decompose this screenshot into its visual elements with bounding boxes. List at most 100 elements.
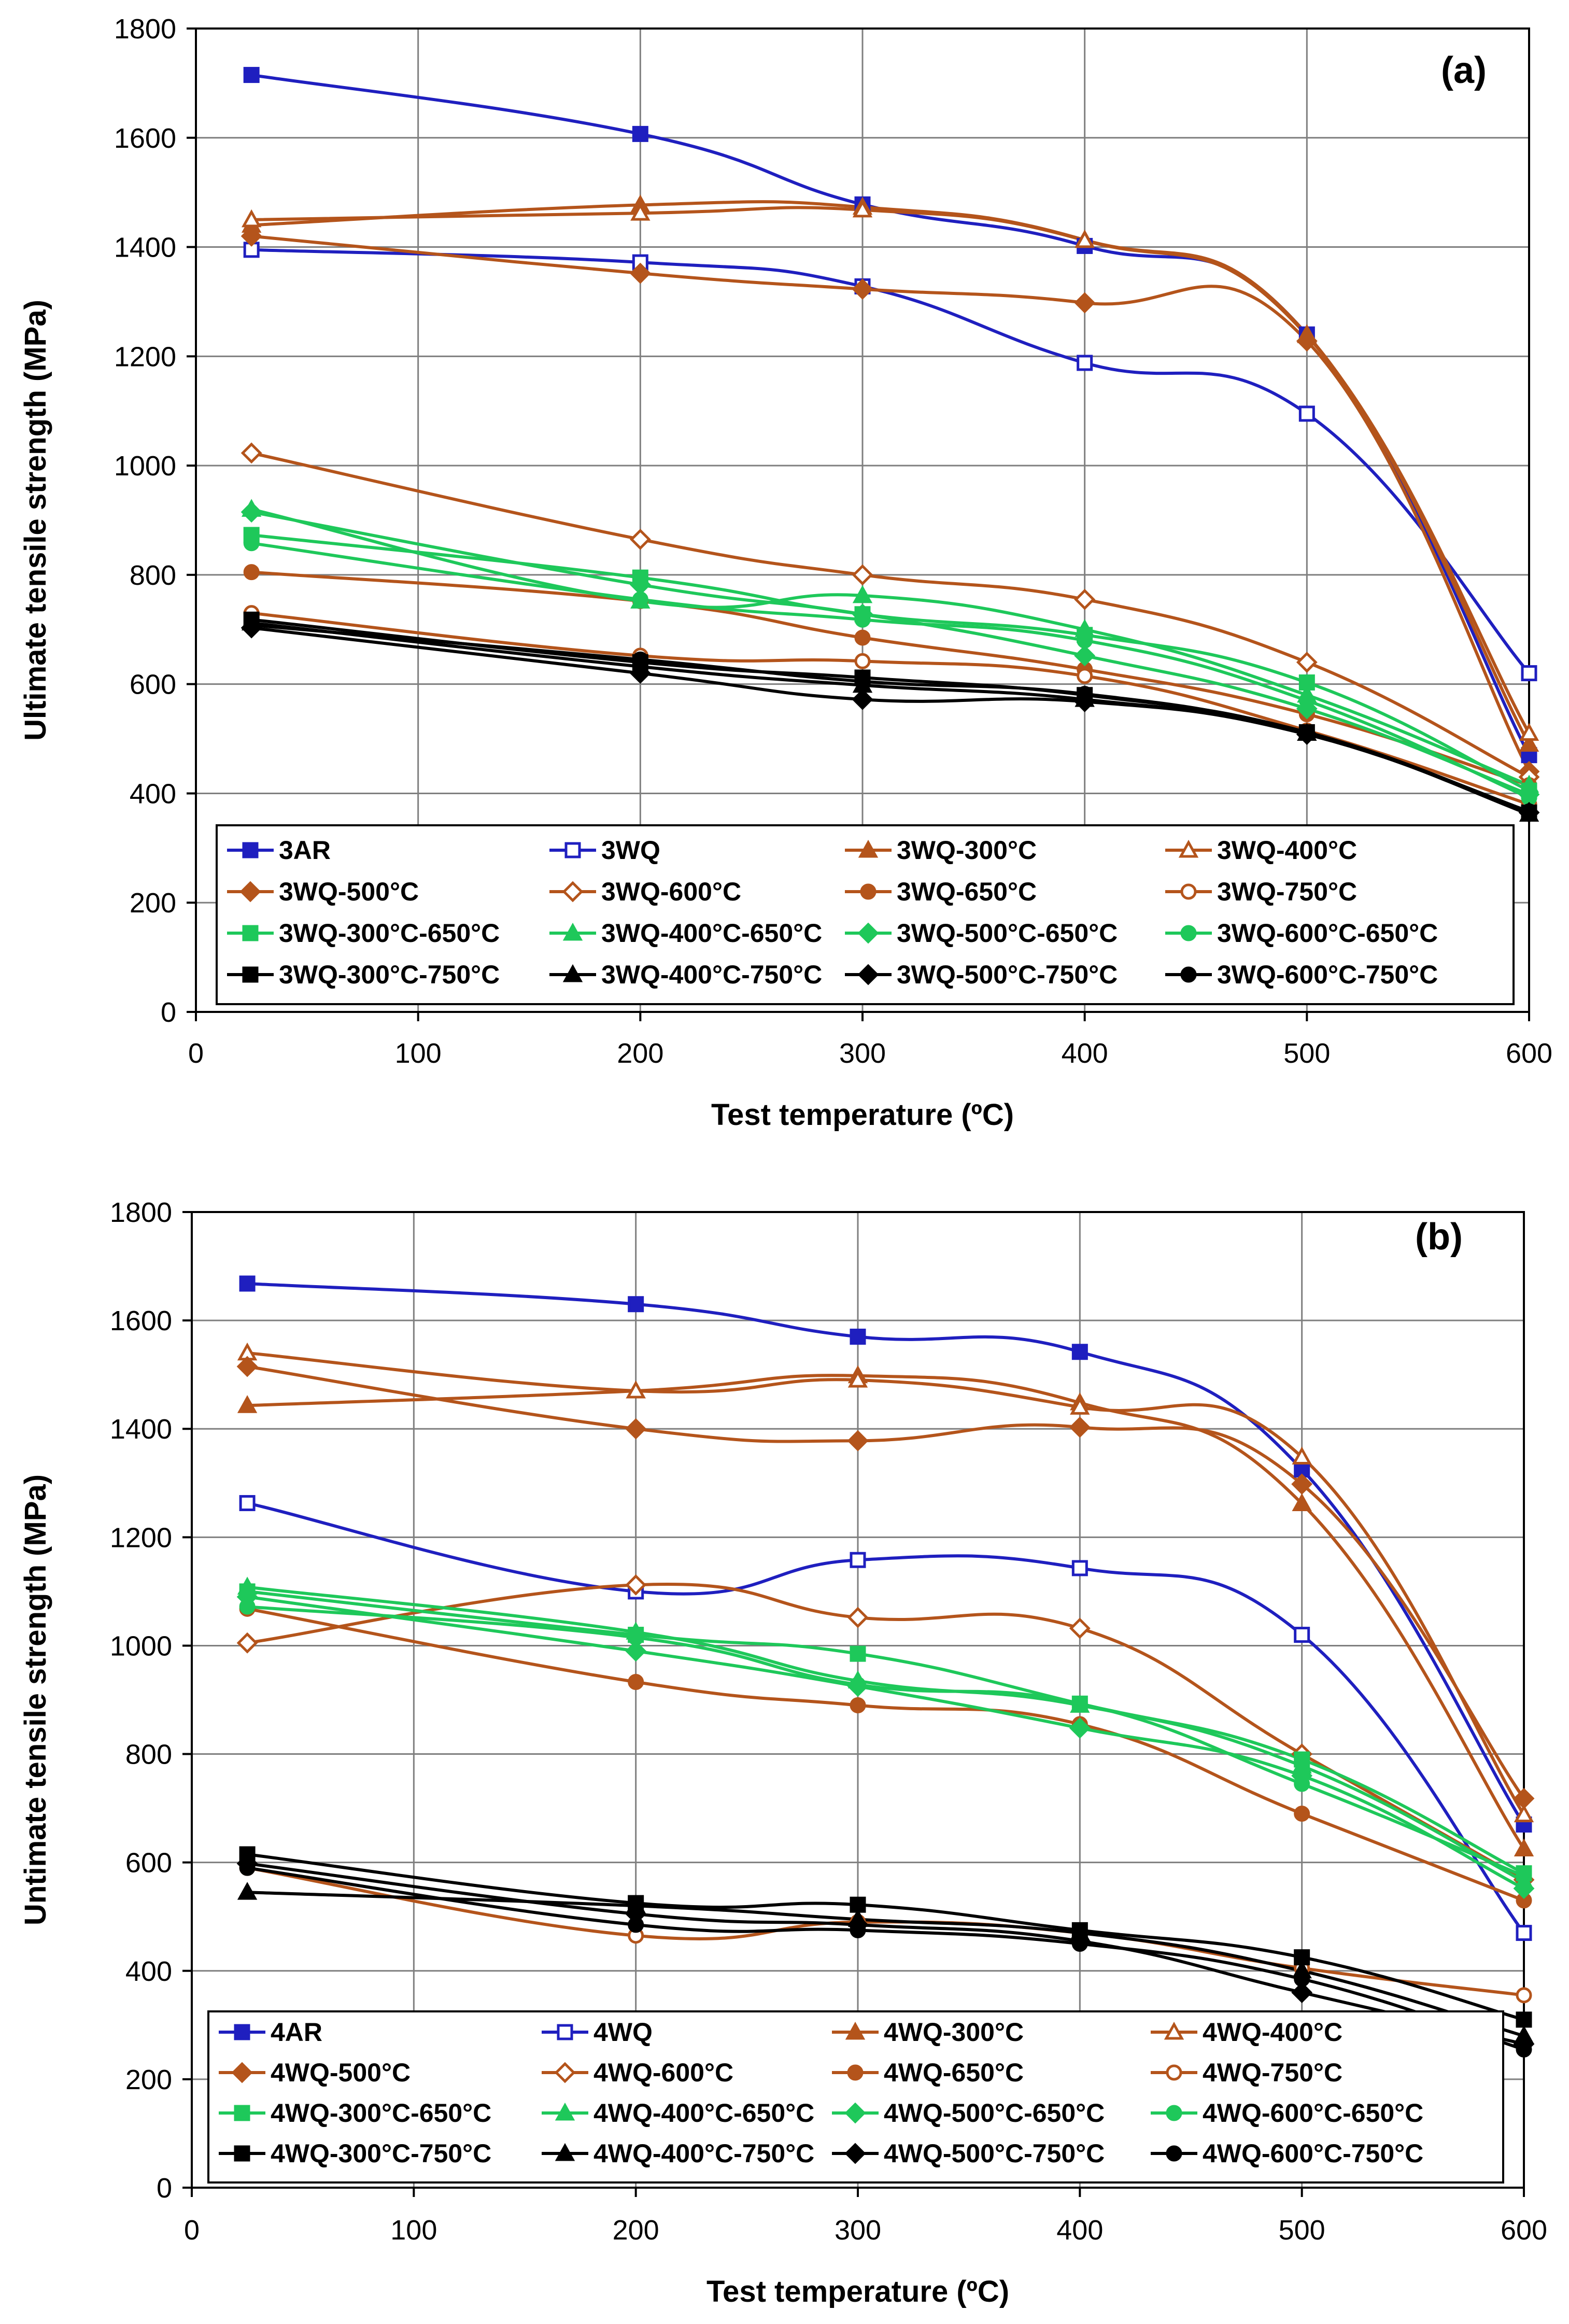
- series-line: [247, 1589, 1525, 1875]
- legend-marker: [1166, 2145, 1182, 2162]
- legend-entry: 4WQ-300°C: [884, 2018, 1024, 2047]
- legend-entry: 4WQ-400°C-650°C: [593, 2098, 814, 2128]
- data-point: [632, 125, 648, 142]
- y-tick-label: 0: [157, 2173, 172, 2204]
- x-axis-label: Test temperature (ºC): [711, 1098, 1014, 1132]
- data-point: [630, 203, 651, 221]
- y-tick-label: 600: [130, 669, 176, 700]
- legend-entry: 3AR: [279, 836, 331, 865]
- data-point: [1077, 355, 1093, 371]
- series-line: [247, 1866, 1524, 2051]
- legend-marker: [1166, 2105, 1182, 2121]
- legend-entry: 3WQ-650°C: [897, 877, 1037, 906]
- series-line: [247, 1607, 1525, 1902]
- series-line: [251, 248, 1531, 674]
- x-tick-label: 0: [188, 1038, 204, 1069]
- data-point: [237, 1882, 258, 1900]
- legend-marker: [555, 2102, 575, 2121]
- legend-marker: [1178, 839, 1199, 858]
- y-tick-label: 400: [125, 1956, 172, 1987]
- data-point: [1514, 1804, 1534, 1823]
- data-point: [1516, 1987, 1532, 2004]
- data-point: [1294, 1806, 1310, 1822]
- legend: 4AR 4WQ 4WQ-300°C 4WQ-400°C 4WQ-500°C 4WQ-600…: [207, 2010, 1504, 2184]
- data-point: [243, 242, 260, 258]
- y-axis-label: Untimate tensile strength (MPa): [19, 1474, 52, 1925]
- data-point: [243, 535, 260, 552]
- series-line: [251, 510, 1530, 796]
- x-tick-label: 200: [613, 2215, 659, 2246]
- data-point: [847, 1370, 868, 1388]
- y-tick-label: 1800: [110, 1197, 172, 1228]
- y-tick-label: 1600: [110, 1305, 172, 1336]
- x-tick-label: 500: [1279, 2215, 1325, 2246]
- data-point: [241, 226, 262, 247]
- y-tick-label: 1800: [114, 13, 176, 45]
- data-point: [1071, 1344, 1088, 1360]
- data-point: [632, 591, 648, 608]
- legend-entry: 4WQ-600°C: [593, 2058, 733, 2087]
- data-point: [1292, 1446, 1312, 1465]
- data-point: [1071, 1936, 1088, 1952]
- legend-entry: 3WQ: [601, 836, 660, 865]
- data-point: [850, 1552, 866, 1568]
- legend-marker: [1164, 2021, 1184, 2040]
- legend-marker: [1180, 925, 1197, 941]
- legend-marker: [231, 2062, 253, 2083]
- legend-marker: [234, 2024, 250, 2040]
- x-tick-label: 400: [1062, 1038, 1108, 1069]
- data-point: [241, 501, 262, 523]
- data-point: [1294, 1970, 1310, 1987]
- y-tick-label: 800: [130, 560, 176, 591]
- legend-entry: 4AR: [271, 2018, 322, 2047]
- data-point: [1294, 1776, 1310, 1792]
- legend-marker: [562, 964, 583, 982]
- data-point: [1513, 1878, 1535, 1899]
- data-point: [628, 1917, 644, 1933]
- data-point: [1074, 645, 1096, 667]
- legend-entry: 3WQ-600°C-750°C: [1217, 960, 1438, 989]
- data-point: [243, 67, 260, 83]
- legend-marker: [234, 2145, 250, 2162]
- legend-marker: [844, 2143, 866, 2164]
- legend-entry: 4WQ-500°C: [271, 2058, 411, 2087]
- data-point: [1291, 1982, 1313, 2004]
- data-point: [1077, 668, 1093, 684]
- data-point: [1514, 1838, 1534, 1856]
- data-point: [1069, 1717, 1091, 1739]
- data-point: [1074, 292, 1096, 314]
- data-point: [854, 673, 871, 689]
- data-point: [854, 611, 871, 628]
- legend-entry: 4WQ-500°C-650°C: [884, 2098, 1105, 2128]
- data-point: [852, 688, 873, 710]
- legend-entry: 4WQ-300°C-750°C: [271, 2139, 491, 2168]
- y-tick-label: 0: [161, 997, 176, 1028]
- legend-marker: [845, 2021, 866, 2040]
- legend-marker: [858, 839, 879, 858]
- data-point: [850, 1697, 866, 1713]
- x-tick-label: 300: [835, 2215, 881, 2246]
- series-group: [236, 1275, 1535, 2058]
- legend-entry: 3WQ-500°C: [279, 877, 419, 906]
- legend-marker: [242, 966, 259, 983]
- legend-marker: [860, 883, 877, 900]
- series-line: [251, 623, 1530, 813]
- legend-entry: 4WQ-750°C: [1203, 2058, 1342, 2087]
- data-point: [1296, 330, 1318, 352]
- data-point: [852, 199, 873, 218]
- data-point: [1298, 725, 1315, 742]
- data-point: [1298, 405, 1315, 422]
- series-line: [251, 206, 1531, 734]
- data-point: [629, 528, 651, 550]
- legend-entry: 3WQ-400°C-650°C: [601, 919, 822, 948]
- data-point: [850, 1922, 866, 1938]
- data-point: [625, 1418, 647, 1440]
- data-point: [1519, 723, 1539, 741]
- legend-entry: 4WQ-500°C-750°C: [884, 2139, 1105, 2168]
- data-point: [854, 653, 871, 669]
- data-point: [847, 1430, 869, 1452]
- legend-entry: 3WQ-300°C-750°C: [279, 960, 500, 989]
- data-point: [239, 1860, 256, 1876]
- series-line: [251, 234, 1531, 772]
- data-point: [239, 1598, 256, 1615]
